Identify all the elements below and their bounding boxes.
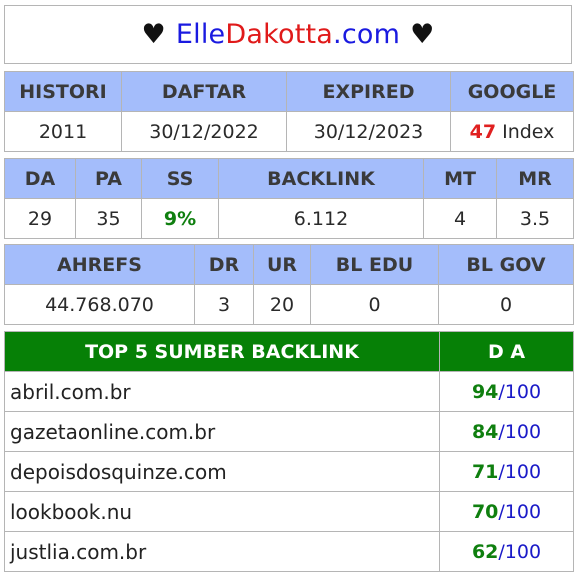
da-max: /100 — [498, 500, 542, 523]
value-da: 29 — [4, 198, 76, 239]
header-dr: DR — [194, 244, 254, 285]
backlink-da: 70/100 — [439, 491, 574, 532]
value-pa: 35 — [75, 198, 142, 239]
ahrefs-metrics-table: AHREFS DR UR BL EDU BL GOV 44.768.070 3 … — [4, 244, 574, 325]
header-bl-edu: BL EDU — [310, 244, 439, 285]
header-bl-gov: BL GOV — [438, 244, 574, 285]
site-title: ♥ Elle Dakotta .com ♥ — [4, 5, 572, 64]
da-max: /100 — [498, 380, 542, 403]
value-dr: 3 — [194, 284, 254, 325]
da-max: /100 — [498, 460, 542, 483]
header-mt: MT — [423, 158, 497, 199]
da-max: /100 — [498, 540, 542, 563]
header-ss: SS — [141, 158, 219, 199]
backlink-da: 62/100 — [439, 531, 574, 572]
table-row: gazetaonline.com.br 84/100 — [4, 411, 574, 452]
value-histori: 2011 — [4, 111, 122, 152]
value-mr: 3.5 — [496, 198, 574, 239]
seo-metrics-table: DA PA SS BACKLINK MT MR 29 35 9% 6.112 4… — [4, 158, 574, 239]
value-bl-edu: 0 — [310, 284, 439, 325]
header-ur: UR — [253, 244, 311, 285]
backlink-site: gazetaonline.com.br — [4, 411, 440, 452]
value-mt: 4 — [423, 198, 497, 239]
top5-backlink-table: TOP 5 SUMBER BACKLINK D A abril.com.br 9… — [4, 331, 574, 572]
google-index-label: Index — [496, 120, 555, 143]
value-ahrefs: 44.768.070 — [4, 284, 195, 325]
table-row: depoisdosquinze.com 71/100 — [4, 451, 574, 492]
header-ahrefs: AHREFS — [4, 244, 195, 285]
da-score: 62 — [471, 540, 499, 563]
value-google: 47 Index — [450, 111, 574, 152]
backlink-site: lookbook.nu — [4, 491, 440, 532]
value-bl-gov: 0 — [438, 284, 574, 325]
backlink-site: justlia.com.br — [4, 531, 440, 572]
table-row: justlia.com.br 62/100 — [4, 531, 574, 572]
table-row: lookbook.nu 70/100 — [4, 491, 574, 532]
value-expired: 30/12/2023 — [286, 111, 451, 152]
da-max: /100 — [498, 420, 542, 443]
header-da: DA — [4, 158, 76, 199]
da-score: 70 — [471, 500, 499, 523]
header-histori: HISTORI — [4, 71, 122, 112]
heart-left-icon: ♥ — [141, 19, 166, 50]
site-name-part1: Elle — [175, 19, 226, 50]
value-backlink: 6.112 — [218, 198, 424, 239]
da-score: 84 — [471, 420, 499, 443]
header-mr: MR — [496, 158, 574, 199]
backlink-site: depoisdosquinze.com — [4, 451, 440, 492]
da-score: 71 — [471, 460, 499, 483]
backlink-da: 94/100 — [439, 371, 574, 412]
header-top5-da: D A — [439, 331, 574, 372]
table-row: abril.com.br 94/100 — [4, 371, 574, 412]
site-name-part3: .com — [333, 19, 401, 50]
heart-right-icon: ♥ — [410, 19, 435, 50]
header-google: GOOGLE — [450, 71, 574, 112]
value-daftar: 30/12/2022 — [121, 111, 287, 152]
value-ss: 9% — [141, 198, 219, 239]
site-name-part2: Dakotta — [225, 19, 334, 50]
da-score: 94 — [471, 380, 499, 403]
domain-info-table: HISTORI DAFTAR EXPIRED GOOGLE 2011 30/12… — [4, 71, 574, 152]
header-backlink: BACKLINK — [218, 158, 424, 199]
header-pa: PA — [75, 158, 142, 199]
backlink-da: 71/100 — [439, 451, 574, 492]
value-ur: 20 — [253, 284, 311, 325]
header-top5: TOP 5 SUMBER BACKLINK — [4, 331, 440, 372]
backlink-site: abril.com.br — [4, 371, 440, 412]
header-daftar: DAFTAR — [121, 71, 287, 112]
backlink-da: 84/100 — [439, 411, 574, 452]
header-expired: EXPIRED — [286, 71, 451, 112]
google-index-count: 47 — [469, 120, 497, 143]
